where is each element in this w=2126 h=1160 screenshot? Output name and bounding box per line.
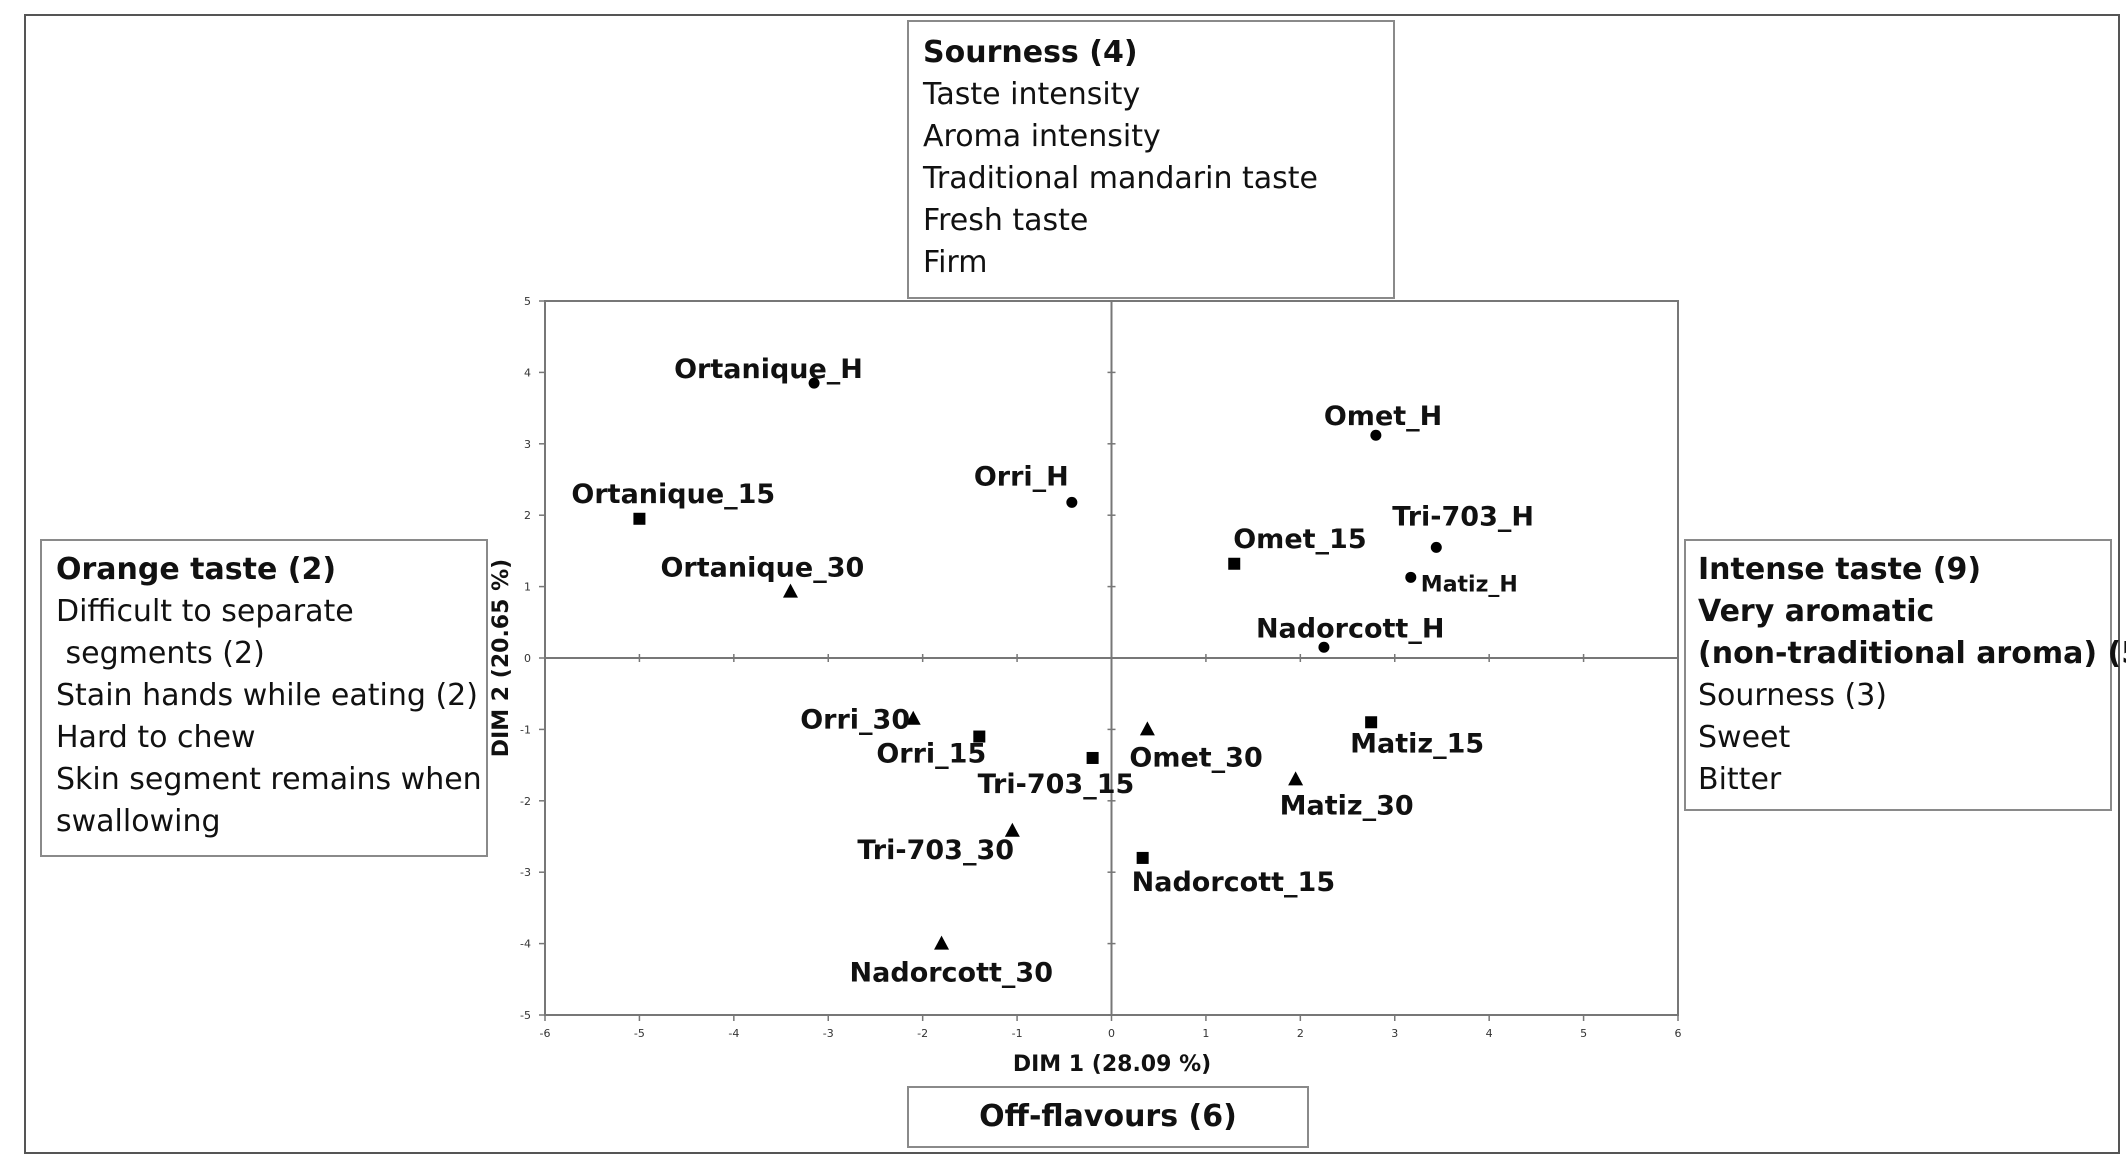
point-label: Ortanique_15 — [571, 479, 775, 510]
point-marker-square — [1086, 751, 1099, 764]
x-tick-label: 0 — [1108, 1027, 1115, 1040]
right-box-item: Sourness (3) — [1698, 678, 1887, 713]
top-box-item: Firm — [923, 245, 988, 280]
left-attribute-box: Orange taste (2) Difficult to separate s… — [40, 539, 488, 857]
right-box-item: Bitter — [1698, 762, 1782, 797]
y-tick-label: 4 — [524, 366, 531, 379]
top-box-title: Sourness (4) — [923, 35, 1138, 70]
point-marker-circle — [1066, 496, 1078, 508]
top-box-item: Traditional mandarin taste — [923, 161, 1318, 196]
point-marker-triangle — [905, 710, 921, 725]
top-attribute-box: Sourness (4) Taste intensity Aroma inten… — [907, 20, 1395, 299]
point-label: Matiz_15 — [1350, 728, 1484, 759]
y-tick-label: -5 — [520, 1009, 531, 1022]
point-marker-square — [1136, 851, 1149, 864]
left-box-item: Hard to chew — [56, 720, 256, 755]
point-label: Omet_15 — [1233, 524, 1366, 555]
right-box-bold-item: Very aromatic — [1698, 594, 1935, 629]
y-tick-label: -4 — [520, 938, 531, 951]
point-marker-circle — [1370, 429, 1382, 441]
point-label: Tri-703_15 — [978, 769, 1135, 800]
axes-layer: -6 -5 -4 -3 -2 -1 0 1 2 3 4 5 6 -5 -4 -3 -2 -1 0 1 2 3 4 5 — [520, 295, 1681, 1040]
y-tick-label: -2 — [520, 795, 531, 808]
point-label: Ortanique_30 — [660, 553, 864, 584]
point-marker-circle — [808, 377, 820, 389]
y-tick-label: 0 — [524, 652, 531, 665]
bottom-attribute-box: Off-flavours (6) — [907, 1086, 1309, 1148]
figure-frame — [24, 14, 2120, 1154]
point-labels-layer: Ortanique_H Orri_H Omet_H Tri-703_H Matiz_H N… — [571, 354, 1534, 988]
y-tick-label: 3 — [524, 438, 531, 451]
point-label: Omet_H — [1324, 401, 1442, 432]
point-marker-square — [1365, 716, 1378, 729]
right-attribute-box: Intense taste (9) Very aromatic (non-tra… — [1684, 539, 2126, 811]
right-box-bold-item: (non-traditional aroma) (5) — [1698, 636, 2126, 671]
point-marker-circle — [1318, 641, 1330, 653]
point-label: Matiz_30 — [1280, 790, 1414, 821]
point-marker-triangle — [782, 583, 798, 598]
y-tick-label: 2 — [524, 509, 531, 522]
point-marker-triangle — [1004, 822, 1020, 837]
point-marker-circle — [1405, 571, 1417, 583]
point-label: Nadorcott_15 — [1132, 867, 1335, 898]
point-label: Orri_H — [974, 461, 1069, 492]
x-tick-label: -4 — [728, 1027, 739, 1040]
point-marker-circle — [1430, 541, 1442, 553]
top-box-item: Aroma intensity — [923, 119, 1161, 154]
x-tick-label: -2 — [917, 1027, 928, 1040]
y-tick-label: 1 — [524, 581, 531, 594]
x-tick-label: -6 — [540, 1027, 551, 1040]
point-marker-square — [633, 512, 646, 525]
x-tick-label: 2 — [1297, 1027, 1304, 1040]
x-tick-label: -5 — [634, 1027, 645, 1040]
x-tick-label: 4 — [1486, 1027, 1493, 1040]
point-marker-square — [1228, 557, 1241, 570]
x-tick-label: 3 — [1391, 1027, 1398, 1040]
point-marker-square — [973, 730, 986, 743]
point-label: Omet_30 — [1129, 742, 1262, 773]
point-marker-triangle — [1288, 771, 1304, 786]
left-box-item: Skin segment remains when — [56, 762, 482, 797]
point-label: Nadorcott_H — [1256, 613, 1444, 644]
right-box-item: Sweet — [1698, 720, 1791, 755]
left-box-item: Difficult to separate — [56, 594, 354, 629]
top-box-item: Fresh taste — [923, 203, 1089, 238]
point-label: Tri-703_30 — [857, 835, 1014, 866]
x-axis-label: DIM 1 (28.09 %) — [1013, 1052, 1211, 1077]
y-tick-label: -3 — [520, 866, 531, 879]
point-label: Orri_30 — [800, 705, 910, 736]
y-tick-label: -1 — [520, 723, 531, 736]
right-box-bold-item: Intense taste (9) — [1698, 552, 1982, 587]
point-label: Nadorcott_30 — [850, 958, 1053, 989]
x-tick-label: 6 — [1675, 1027, 1682, 1040]
points-layer — [633, 377, 1442, 950]
x-tick-label: 5 — [1580, 1027, 1587, 1040]
left-box-item: swallowing — [56, 804, 221, 839]
left-box-item: Stain hands while eating (2) — [56, 678, 478, 713]
y-tick-label: 5 — [524, 295, 531, 308]
x-tick-label: 1 — [1202, 1027, 1209, 1040]
point-marker-triangle — [934, 935, 950, 950]
point-marker-triangle — [1139, 721, 1155, 736]
point-label: Tri-703_H — [1392, 501, 1534, 532]
point-label: Ortanique_H — [674, 354, 863, 385]
bottom-box-title: Off-flavours (6) — [979, 1099, 1237, 1134]
x-tick-label: -1 — [1012, 1027, 1023, 1040]
left-box-title: Orange taste (2) — [56, 552, 337, 587]
point-label: Orri_15 — [876, 739, 986, 770]
y-axis-label: DIM 2 (20.65 %) — [489, 559, 514, 757]
top-box-item: Taste intensity — [923, 77, 1141, 112]
x-tick-label: -3 — [823, 1027, 834, 1040]
left-box-item: segments (2) — [56, 636, 265, 671]
point-label: Matiz_H — [1421, 572, 1518, 597]
